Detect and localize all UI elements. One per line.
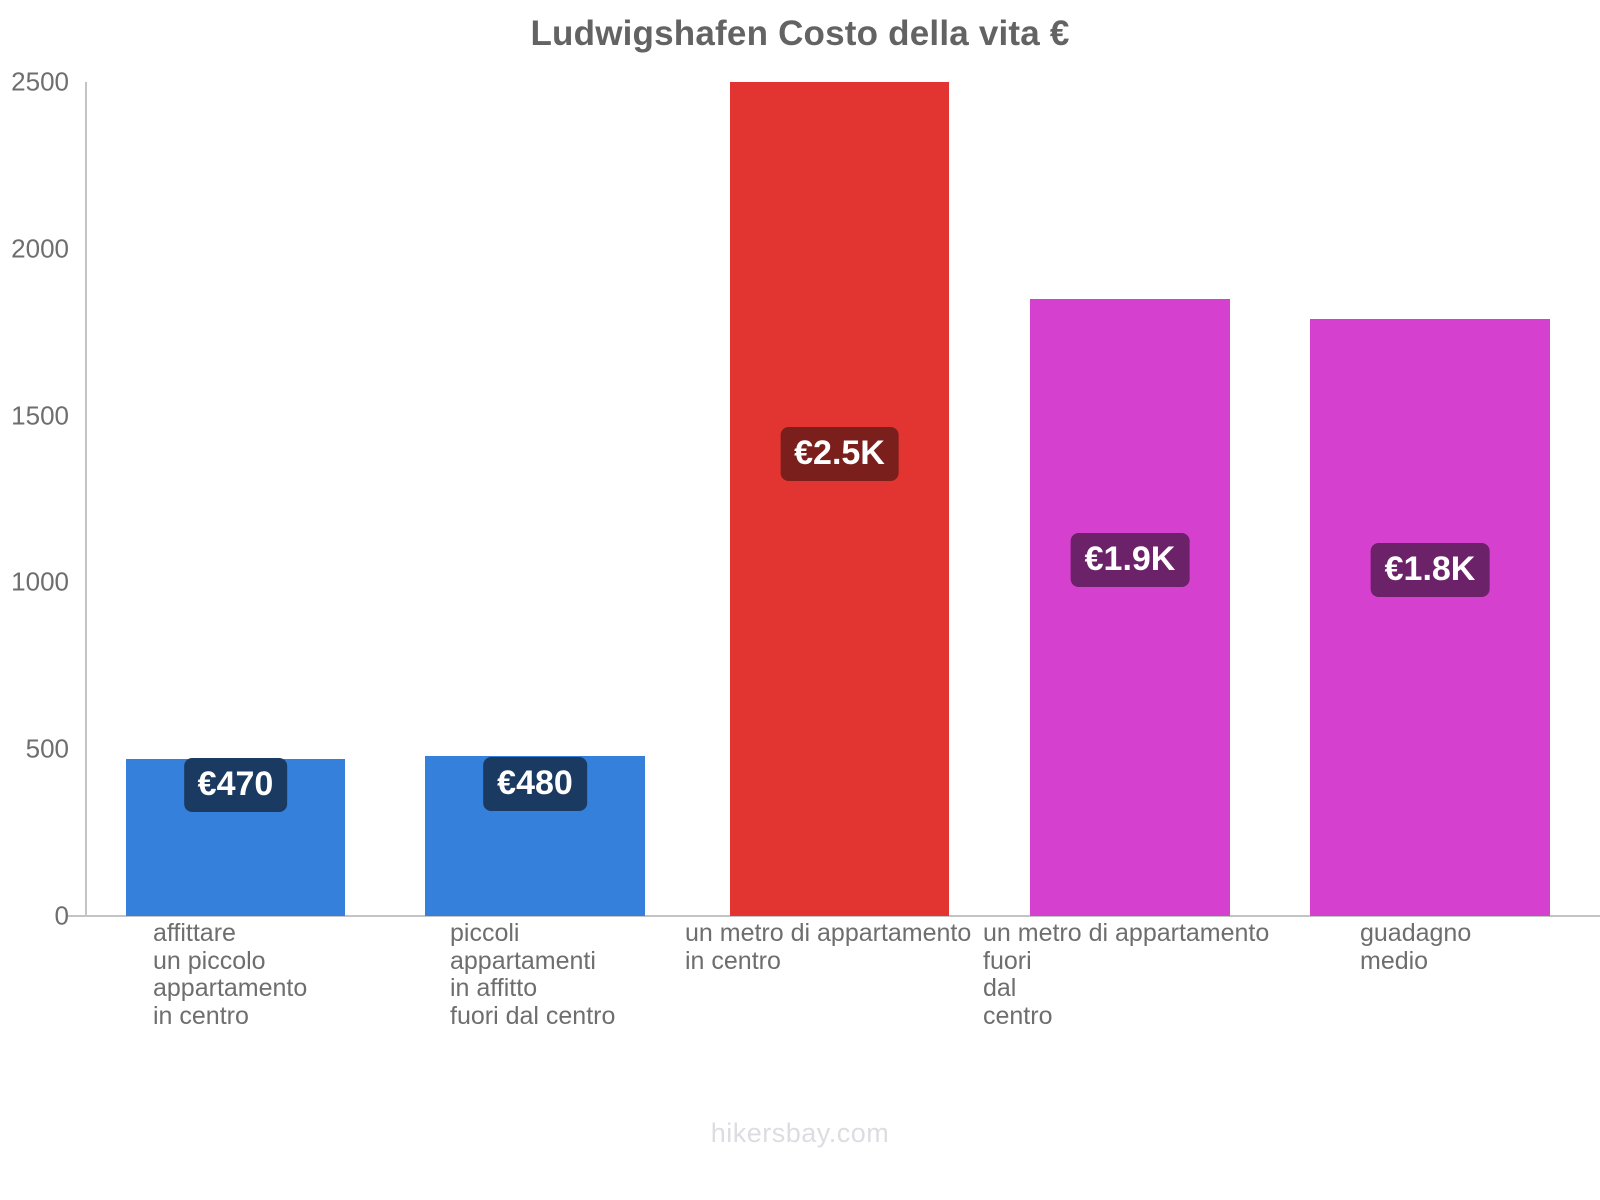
y-tick-label: 2000: [11, 233, 69, 264]
y-tick-mark: [69, 915, 85, 917]
y-tick-label: 0: [54, 900, 69, 931]
bar-value-label: €470: [183, 758, 288, 812]
category-label-3: un metro di appartamento in centro: [685, 919, 972, 975]
bar-2[interactable]: €480: [425, 755, 645, 916]
y-tick-label: 1000: [11, 566, 69, 597]
y-tick-label: 1500: [11, 400, 69, 431]
bar-4[interactable]: €1.9K: [1030, 298, 1230, 916]
y-tick-label: 2500: [11, 66, 69, 97]
y-tick-label: 500: [25, 733, 69, 764]
bar-1[interactable]: €470: [126, 758, 345, 916]
bar-value-label: €1.8K: [1370, 543, 1490, 597]
category-label-2: piccoli appartamenti in affitto fuori da…: [450, 919, 616, 1030]
bar-value-label: €1.9K: [1070, 533, 1190, 587]
bar-value-label: €480: [483, 757, 587, 811]
y-axis-line: [85, 82, 87, 916]
category-label-5: guadagno medio: [1360, 919, 1472, 975]
chart-title: Ludwigshafen Costo della vita €: [530, 14, 1070, 53]
category-label-1: affittare un piccolo appartamento in cen…: [153, 919, 308, 1030]
category-label-4: un metro di appartamento fuori dal centr…: [983, 919, 1270, 1030]
watermark-text: hikersbay.com: [710, 1118, 890, 1148]
bar-value-label: €2.5K: [780, 427, 899, 481]
x-axis-category-labels: affittare un piccolo appartamento in cen…: [85, 919, 1600, 1100]
bar-3[interactable]: €2.5K: [730, 82, 949, 916]
plot-area: €470 €480 €2.5K €1.9K €1.8K: [85, 82, 1600, 916]
y-axis-tick-labels: 0 500 1000 1500 2000 2500: [0, 0, 85, 1200]
x-axis-line: [68, 915, 1600, 917]
bar-5[interactable]: €1.8K: [1310, 318, 1550, 916]
